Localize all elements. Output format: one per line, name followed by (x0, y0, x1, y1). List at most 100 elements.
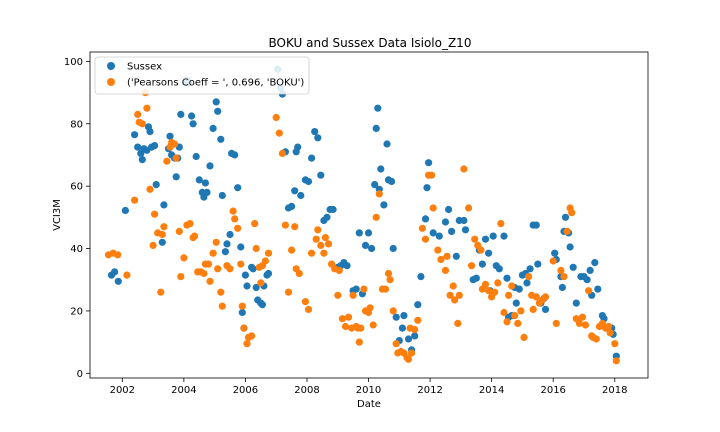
point-boku-47 (240, 324, 248, 332)
chart-title: BOKU and Sussex Data Isiolo_Z10 (269, 36, 472, 50)
point-boku-58 (272, 113, 280, 122)
point-boku-172 (606, 329, 614, 337)
point-boku-10 (146, 185, 154, 193)
point-sussex-115 (435, 232, 443, 240)
point-boku-60 (278, 149, 286, 157)
point-boku-81 (341, 322, 350, 331)
point-boku-11 (149, 241, 157, 249)
point-sussex-96 (377, 165, 385, 173)
point-boku-138 (500, 308, 508, 317)
point-sussex-13 (151, 142, 159, 150)
point-sussex-118 (448, 227, 456, 235)
x-tick-label-2008: 2008 (294, 385, 319, 396)
point-boku-123 (454, 319, 462, 327)
point-boku-156 (560, 273, 568, 281)
point-sussex-72 (304, 177, 313, 186)
y-tick-label-100: 100 (64, 57, 83, 68)
x-tick-label-2016: 2016 (540, 385, 565, 396)
point-sussex-46 (234, 184, 242, 192)
point-boku-167 (592, 335, 600, 343)
point-sussex-149 (541, 305, 550, 313)
point-sussex-108 (411, 332, 419, 340)
point-boku-14 (157, 288, 165, 296)
point-sussex-90 (364, 229, 373, 237)
point-sussex-14 (152, 181, 160, 189)
point-boku-133 (485, 287, 493, 295)
point-boku-144 (517, 307, 525, 315)
point-sussex-143 (526, 265, 534, 273)
point-boku-95 (375, 190, 383, 198)
point-boku-4 (131, 196, 139, 204)
point-boku-97 (381, 285, 390, 293)
point-boku-51 (251, 220, 259, 228)
point-sussex-48 (238, 308, 246, 317)
point-boku-33 (204, 260, 213, 268)
point-sussex-139 (515, 285, 523, 293)
point-sussex-166 (594, 285, 602, 293)
point-boku-136 (494, 279, 502, 287)
point-boku-63 (288, 246, 296, 254)
point-boku-67 (301, 298, 309, 306)
point-boku-135 (491, 288, 499, 296)
point-boku-126 (465, 204, 473, 212)
point-boku-31 (200, 269, 208, 278)
point-boku-9 (143, 104, 151, 112)
point-boku-61 (281, 221, 289, 229)
point-sussex-146 (534, 260, 542, 268)
point-boku-145 (520, 333, 528, 341)
point-boku-16 (160, 223, 168, 231)
point-sussex-60 (264, 269, 273, 278)
point-boku-26 (186, 220, 194, 228)
point-sussex-116 (441, 218, 450, 226)
point-sussex-150 (551, 249, 559, 257)
y-axis-label: VCI3M (52, 199, 63, 231)
point-sussex-53 (249, 265, 257, 273)
point-boku-112 (421, 235, 430, 243)
point-sussex-104 (398, 324, 406, 332)
legend-marker-sussex (107, 62, 115, 70)
point-sussex-97 (380, 201, 388, 209)
point-boku-15 (158, 230, 166, 239)
point-boku-92 (366, 304, 374, 312)
point-boku-127 (468, 262, 476, 270)
point-boku-120 (446, 291, 454, 299)
legend-label-sussex: Sussex (127, 62, 162, 73)
point-boku-161 (575, 319, 584, 327)
point-boku-148 (529, 305, 537, 313)
point-sussex-69 (294, 143, 302, 151)
point-sussex-76 (317, 171, 325, 179)
point-sussex-157 (566, 243, 574, 251)
point-sussex-92 (371, 181, 379, 189)
point-boku-152 (541, 293, 550, 301)
point-sussex-18 (166, 132, 174, 140)
point-sussex-37 (212, 98, 220, 106)
point-boku-163 (581, 321, 590, 329)
point-boku-146 (525, 273, 533, 281)
legend: Sussex ('Pearsons Coeff = ', 0.696, 'BOK… (94, 56, 310, 95)
point-boku-69 (308, 249, 316, 257)
point-boku-57 (264, 249, 273, 257)
point-boku-171 (605, 322, 613, 331)
legend-label-boku: ('Pearsons Coeff = ', 0.696, 'BOKU') (127, 78, 304, 89)
point-sussex-36 (209, 124, 217, 132)
point-boku-109 (411, 326, 419, 334)
point-boku-23 (177, 273, 185, 281)
x-tick-label-2006: 2006 (233, 385, 258, 396)
point-boku-93 (369, 321, 377, 329)
point-sussex-155 (561, 213, 570, 221)
point-sussex-57 (258, 301, 266, 309)
point-sussex-35 (206, 162, 214, 170)
point-boku-142 (511, 312, 519, 320)
point-sussex-128 (485, 249, 493, 257)
point-boku-68 (304, 305, 313, 313)
point-sussex-34 (203, 188, 211, 196)
point-boku-87 (355, 338, 363, 346)
point-sussex-78 (323, 213, 331, 221)
y-tick-label-80: 80 (70, 119, 83, 130)
point-sussex-114 (429, 229, 437, 237)
point-boku-3 (123, 271, 131, 279)
y-tick-label-0: 0 (77, 369, 83, 380)
point-boku-164 (585, 287, 593, 295)
point-sussex-112 (423, 184, 431, 192)
x-axis-label: Date (357, 399, 381, 410)
